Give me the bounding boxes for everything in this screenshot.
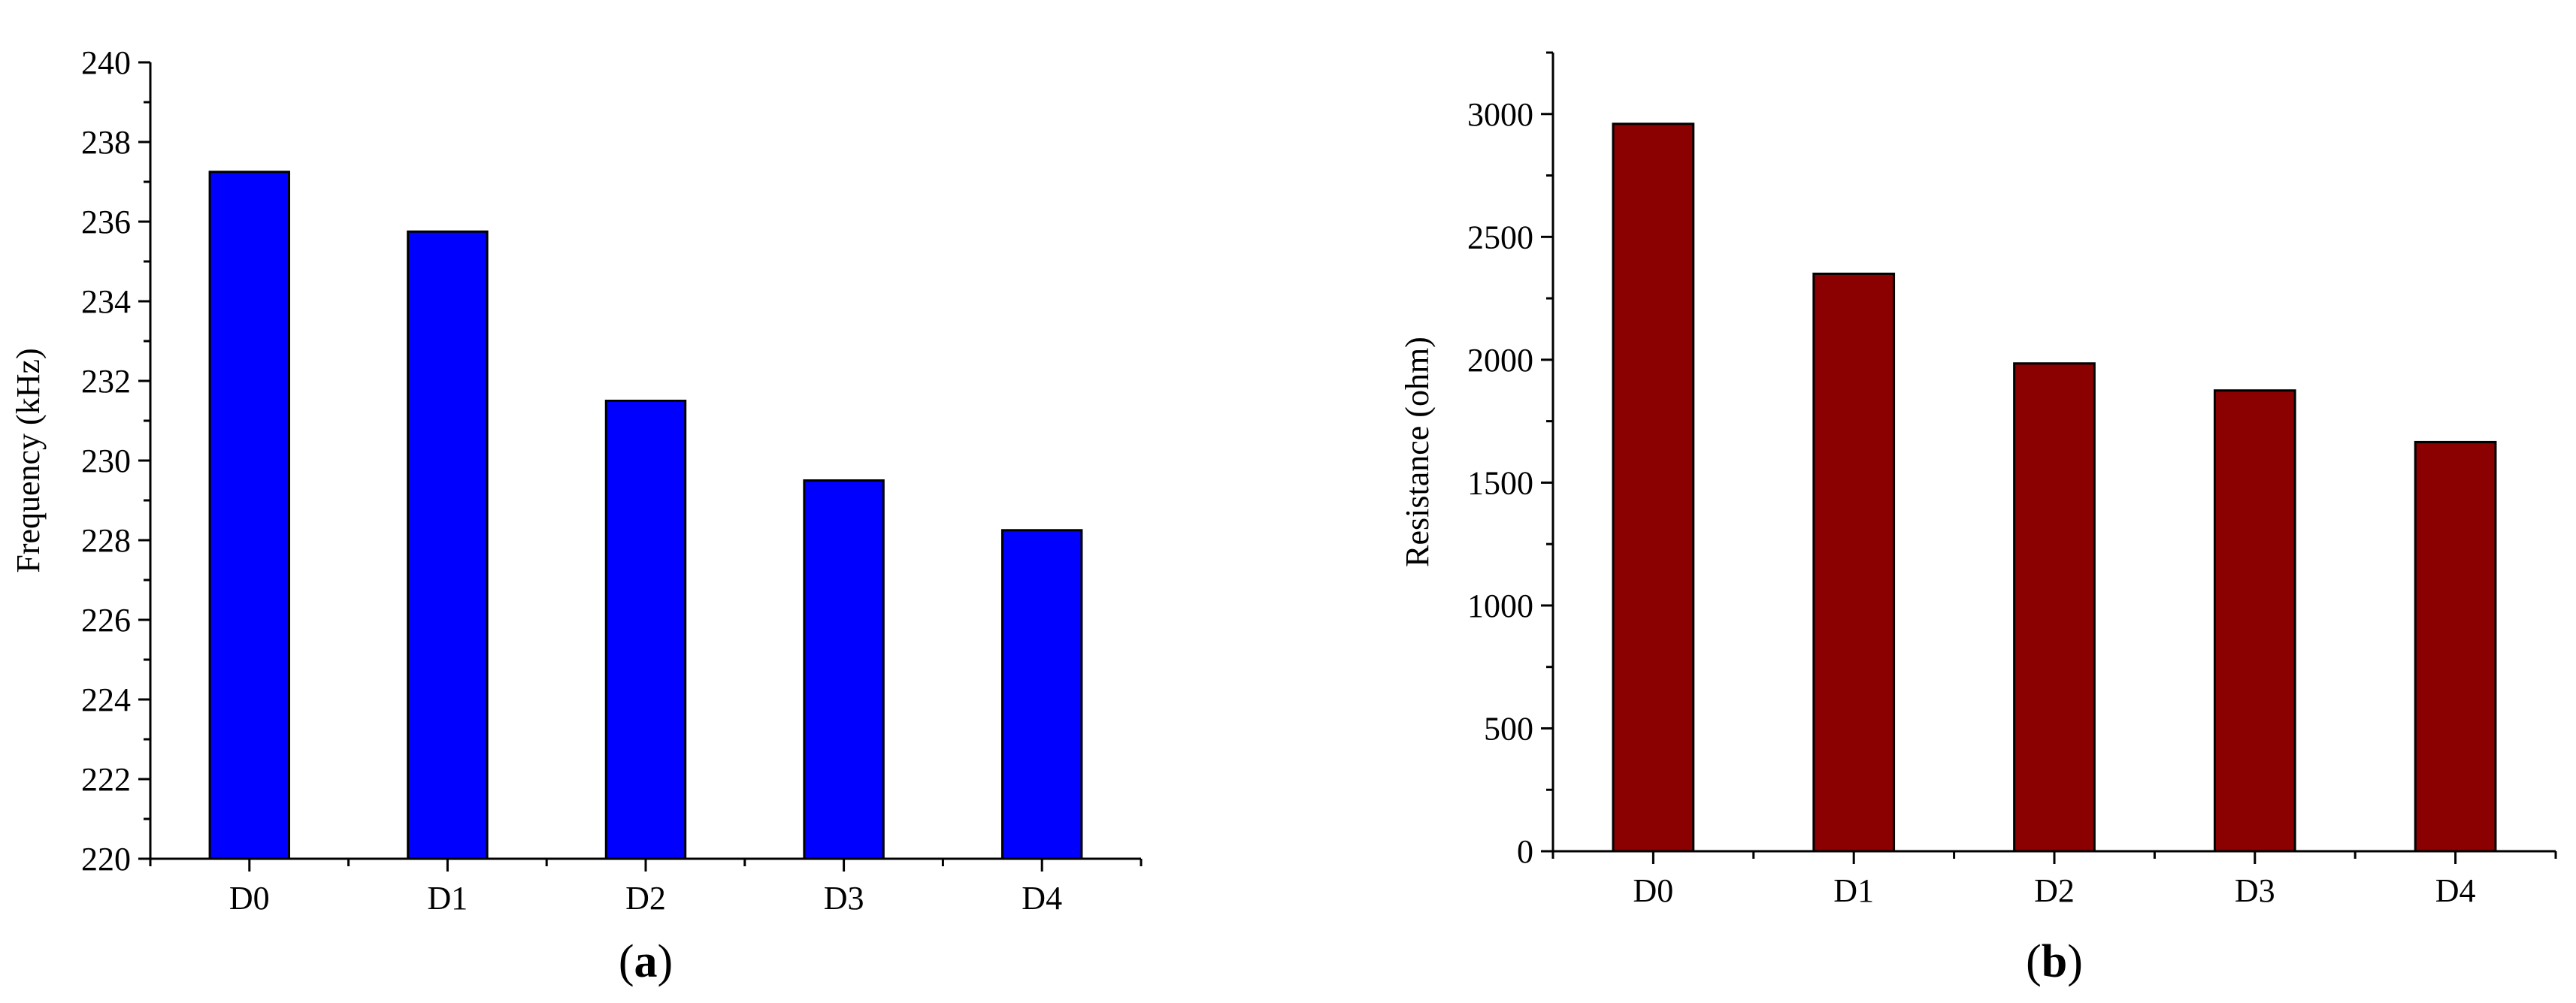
panel-caption: (b) — [2026, 936, 2083, 987]
x-tick-label-D0: D0 — [229, 880, 270, 917]
bar-D2 — [604, 400, 687, 860]
x-tick-label-D4: D4 — [1022, 880, 1062, 917]
bar-D4 — [2414, 440, 2497, 853]
x-tick-label-D3: D3 — [2235, 872, 2275, 909]
chart-panel-b: 0 500 1000 1500 2000 2500 3000 D0 D1 D2 D3 D4 Resist… — [1399, 51, 2557, 987]
x-tick-label-D1: D1 — [428, 880, 468, 917]
y-tick-label: 224 — [81, 681, 131, 718]
y-tick-label: 240 — [81, 44, 131, 81]
y-tick-label: 0 — [1517, 833, 1533, 870]
bar-D1 — [1812, 272, 1896, 853]
y-axis-title: Resistance (ohm) — [1399, 337, 1436, 567]
x-tick-label-D4: D4 — [2435, 872, 2476, 909]
caption-close-paren: ) — [658, 936, 674, 987]
y-tick-label: 230 — [81, 443, 131, 479]
caption-open-paren: ( — [2026, 936, 2042, 987]
y-tick-label: 236 — [81, 204, 131, 240]
x-tick-label-D0: D0 — [1633, 872, 1674, 909]
y-tick-label: 234 — [81, 283, 131, 320]
x-tick-label-D3: D3 — [824, 880, 864, 917]
y-tick-label: 220 — [81, 841, 131, 878]
caption-open-paren: ( — [619, 936, 634, 987]
y-tick-label: 222 — [81, 761, 131, 798]
y-tick-label: 238 — [81, 124, 131, 161]
y-tick-label: 500 — [1484, 710, 1533, 747]
caption-letter: a — [634, 936, 658, 987]
bar-D0 — [1612, 122, 1695, 853]
y-tick-label: 2500 — [1467, 219, 1533, 255]
caption-letter: b — [2042, 936, 2067, 987]
x-tick-label-D2: D2 — [2034, 872, 2075, 909]
bar-D3 — [803, 479, 885, 860]
y-tick-label: 2000 — [1467, 342, 1533, 379]
y-tick-label: 226 — [81, 602, 131, 639]
caption-close-paren: ) — [2067, 936, 2083, 987]
panel-caption: (a) — [619, 936, 673, 987]
y-axis-title: Frequency (kHz) — [10, 348, 47, 572]
bar-D2 — [2013, 362, 2096, 853]
y-tick-label: 3000 — [1467, 96, 1533, 133]
bar-D0 — [208, 171, 291, 860]
bar-D3 — [2213, 389, 2296, 853]
bar-D1 — [407, 230, 489, 860]
chart-panel-a: 220 222 224 226 228 230 232 234 236 238 240 D0 D1 D2 D… — [10, 44, 1143, 987]
y-tick-label: 1500 — [1467, 464, 1533, 501]
x-tick-label-D1: D1 — [1833, 872, 1874, 909]
y-tick-label: 232 — [81, 363, 131, 400]
y-tick-label: 1000 — [1467, 588, 1533, 624]
x-tick-label-D2: D2 — [625, 880, 666, 917]
bar-D4 — [1000, 529, 1083, 860]
y-tick-label: 228 — [81, 522, 131, 559]
